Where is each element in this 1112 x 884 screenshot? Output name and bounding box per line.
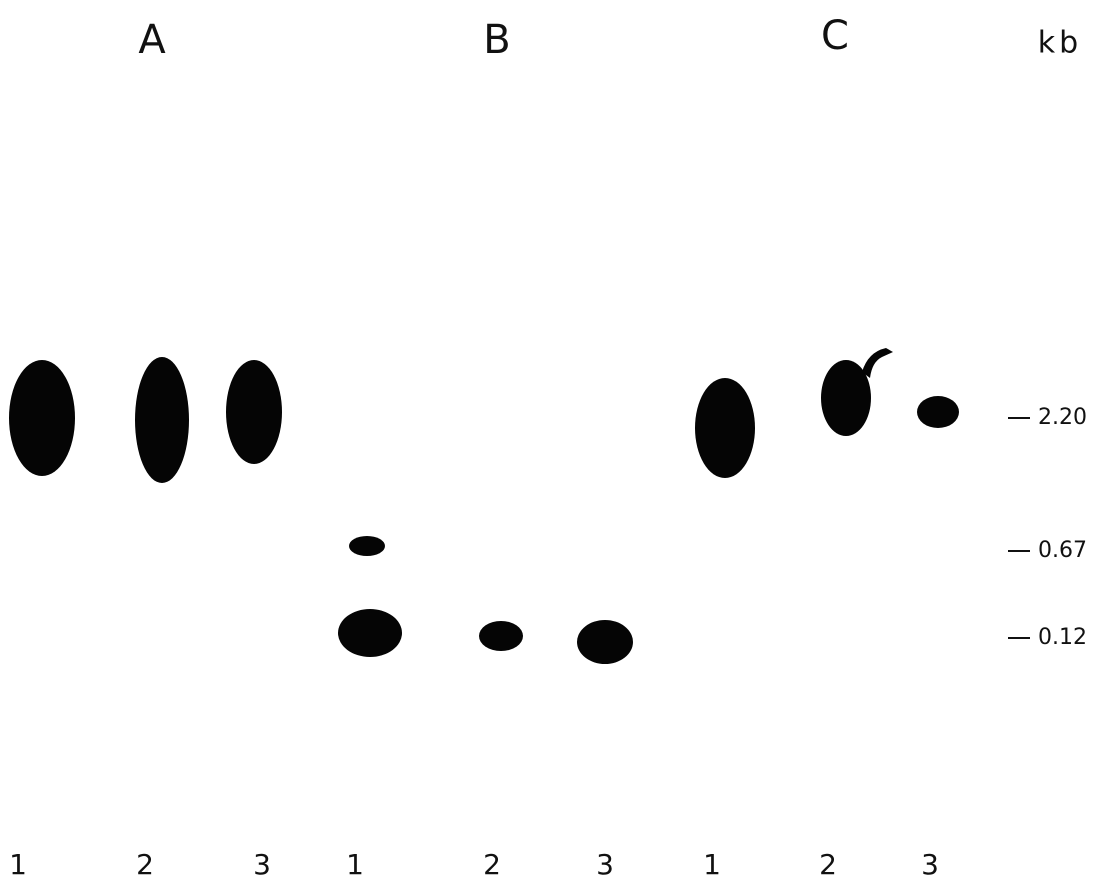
lane-label: 1: [703, 848, 721, 881]
band: [577, 620, 633, 664]
lane-label: 3: [253, 848, 271, 881]
band: [9, 360, 75, 476]
lane-label: 1: [9, 848, 27, 881]
band: [349, 536, 385, 556]
marker-label: 2.20: [1038, 405, 1087, 430]
band: [226, 360, 282, 464]
band: [917, 396, 959, 428]
gel-figure: A B C kb 2.20 0.67 0.12 1 2 3 1 2 3 1 2 3: [0, 0, 1112, 884]
panel-label: C: [821, 13, 849, 59]
unit-label: kb: [1038, 26, 1082, 61]
band: [695, 378, 755, 478]
band: [338, 609, 402, 657]
lane-label: 3: [921, 848, 939, 881]
panel-label: A: [138, 17, 166, 63]
lane-label: 1: [346, 848, 364, 881]
lane-label: 2: [136, 848, 154, 881]
band: [479, 621, 523, 651]
lane-label: 2: [819, 848, 837, 881]
marker-label: 0.12: [1038, 625, 1087, 650]
marker-label: 0.67: [1038, 538, 1087, 563]
band: [135, 357, 189, 483]
lane-label: 3: [596, 848, 614, 881]
lane-label: 2: [483, 848, 501, 881]
panel-label: B: [483, 17, 510, 63]
